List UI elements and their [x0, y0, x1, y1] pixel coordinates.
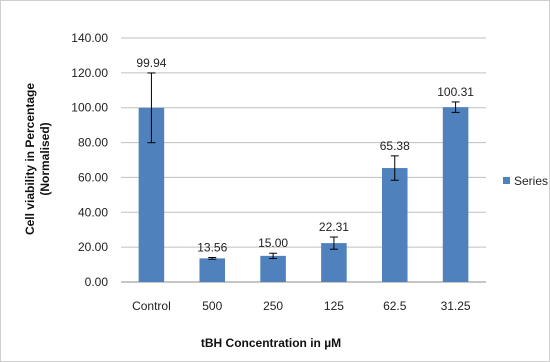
- y-tick-label: 0.00: [85, 275, 109, 289]
- y-tick-label: 20.00: [78, 240, 108, 254]
- gridlines: [121, 37, 486, 248]
- legend-label: Series1: [514, 174, 549, 188]
- x-tick-label: 125: [324, 299, 344, 313]
- x-tick-label: 62.5: [383, 299, 407, 313]
- y-tick-label: 120.00: [71, 66, 108, 80]
- data-label: 65.38: [380, 139, 410, 153]
- data-label: 15.00: [258, 236, 288, 250]
- bar: [442, 107, 469, 282]
- x-tick-label: Control: [132, 299, 171, 313]
- x-tick-label: 250: [263, 299, 283, 313]
- bar: [381, 168, 408, 282]
- bars: [138, 107, 469, 283]
- data-label: 13.56: [197, 240, 227, 254]
- y-axis-subtitle: (Normalised): [38, 122, 52, 195]
- y-tick-label: 100.00: [71, 101, 108, 115]
- legend-swatch: [503, 177, 510, 184]
- data-label: 99.94: [136, 56, 166, 70]
- y-tick-label: 60.00: [78, 170, 108, 184]
- x-axis-title: tBH Concentration in µM: [201, 336, 341, 350]
- y-tick-label: 40.00: [78, 205, 108, 219]
- x-tick-label: 500: [202, 299, 222, 313]
- data-label: 100.31: [437, 85, 474, 99]
- y-tick-label: 80.00: [78, 136, 108, 150]
- data-labels: 99.94 13.56 15.00 22.31 65.38 100.31: [136, 56, 474, 255]
- y-axis-ticks: 0.00 20.00 40.00 60.00 80.00 100.00 120.00 140.…: [71, 31, 108, 289]
- bar: [199, 258, 226, 282]
- x-tick-label: 31.25: [441, 299, 471, 313]
- legend: Series1: [503, 174, 549, 188]
- y-axis-title: Cell viability in Percentage: [23, 83, 37, 235]
- y-tick-label: 140.00: [71, 31, 108, 45]
- data-label: 22.31: [319, 220, 349, 234]
- bar: [260, 255, 286, 282]
- error-bars: [147, 72, 460, 260]
- x-axis-ticks: Control 500 250 125 62.5 31.25: [132, 299, 471, 313]
